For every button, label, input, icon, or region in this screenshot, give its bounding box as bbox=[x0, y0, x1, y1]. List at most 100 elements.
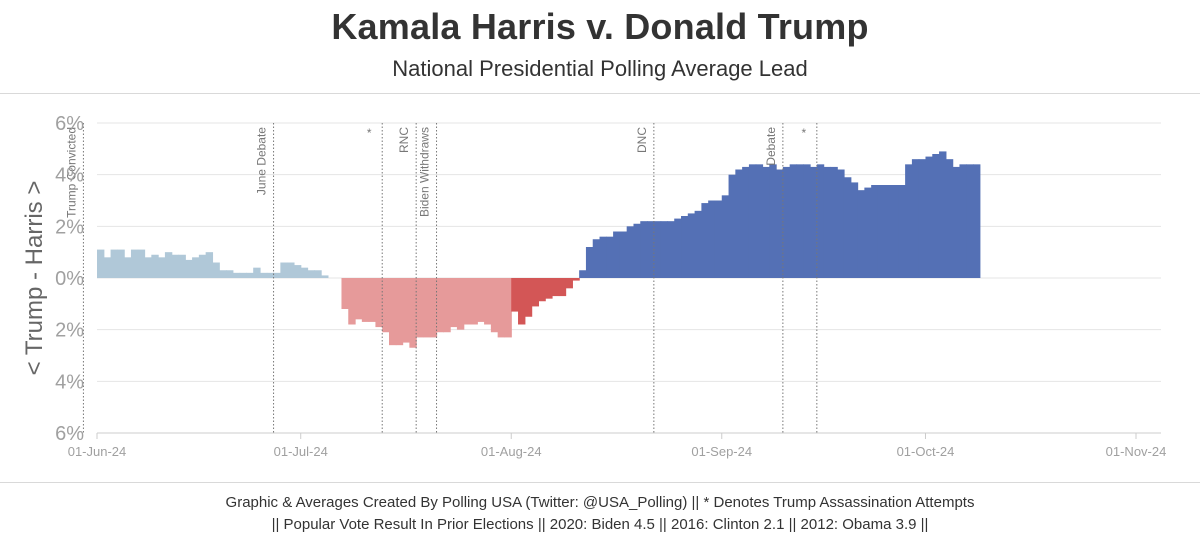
area-step bbox=[748, 164, 757, 278]
area-step bbox=[769, 164, 777, 278]
area-step bbox=[361, 278, 370, 322]
area-step bbox=[633, 223, 641, 278]
area-step bbox=[531, 278, 540, 307]
area-step bbox=[592, 239, 601, 278]
area-step bbox=[144, 257, 152, 278]
area-step bbox=[619, 231, 628, 278]
event-label: Biden Withdraws bbox=[418, 127, 432, 217]
area-step bbox=[484, 278, 492, 325]
y-tick-label: 2% bbox=[55, 216, 84, 238]
area-step bbox=[579, 270, 587, 278]
area-step bbox=[891, 185, 899, 278]
x-tick-label: 01-Jun-24 bbox=[68, 444, 127, 459]
area-layer bbox=[97, 151, 981, 348]
series-0 bbox=[97, 249, 329, 278]
area-step bbox=[538, 278, 546, 302]
area-step bbox=[97, 249, 105, 278]
area-step bbox=[368, 278, 377, 322]
event-label: * bbox=[367, 126, 372, 140]
area-step bbox=[599, 236, 607, 278]
area-step bbox=[585, 247, 594, 278]
area-step bbox=[226, 270, 234, 278]
event-label: Debate bbox=[764, 127, 778, 166]
area-step bbox=[497, 278, 506, 338]
area-step bbox=[721, 195, 730, 278]
header-divider bbox=[0, 93, 1200, 94]
area-step bbox=[389, 278, 397, 346]
x-tick-label: 01-Jul-24 bbox=[274, 444, 328, 459]
area-step bbox=[456, 278, 465, 330]
area-step bbox=[518, 278, 526, 325]
area-step bbox=[864, 187, 872, 278]
area-step bbox=[572, 278, 580, 281]
y-tick-label: 0% bbox=[55, 268, 84, 290]
area-step bbox=[171, 254, 180, 278]
area-step bbox=[640, 221, 648, 278]
area-step bbox=[837, 169, 845, 278]
footer-credit-line: Graphic & Averages Created By Polling US… bbox=[225, 494, 975, 511]
area-step bbox=[918, 159, 927, 278]
area-step bbox=[287, 262, 295, 278]
area-step bbox=[280, 262, 288, 278]
area-step bbox=[130, 249, 139, 278]
area-step bbox=[219, 270, 227, 278]
y-axis-title: < Trump - Harris > bbox=[21, 181, 48, 376]
area-step bbox=[409, 278, 417, 348]
area-step bbox=[429, 278, 438, 338]
area-step bbox=[355, 278, 363, 320]
area-step bbox=[205, 252, 214, 278]
area-step bbox=[762, 166, 770, 278]
area-step bbox=[565, 278, 573, 289]
area-step bbox=[796, 164, 804, 278]
area-step bbox=[524, 278, 533, 317]
area-step bbox=[477, 278, 485, 322]
area-step bbox=[789, 164, 798, 278]
area-step bbox=[192, 257, 200, 278]
area-step bbox=[463, 278, 472, 325]
chart-title: Kamala Harris v. Donald Trump bbox=[331, 6, 869, 47]
area-step bbox=[776, 169, 784, 278]
area-step bbox=[626, 226, 635, 278]
area-step bbox=[701, 203, 709, 278]
area-step bbox=[660, 221, 669, 278]
event-label: * bbox=[801, 126, 806, 140]
area-step bbox=[443, 278, 451, 333]
axis-layer: 6%4%2%0%2%4%6%01-Jun-24 01-Jul-24 01-Aug-2… bbox=[55, 113, 1166, 459]
area-step bbox=[341, 278, 349, 309]
area-step bbox=[911, 159, 920, 278]
area-step bbox=[178, 254, 186, 278]
area-step bbox=[558, 278, 567, 297]
area-step bbox=[382, 278, 390, 333]
event-label: RNC bbox=[397, 127, 411, 153]
area-step bbox=[198, 254, 207, 278]
y-tick-label: 2% bbox=[55, 320, 84, 342]
area-step bbox=[545, 278, 553, 299]
area-step bbox=[273, 272, 281, 278]
area-step bbox=[925, 156, 933, 278]
event-label: June Debate bbox=[255, 127, 269, 195]
area-step bbox=[973, 164, 981, 278]
area-step bbox=[714, 200, 723, 278]
y-tick-label: 4% bbox=[55, 371, 84, 393]
event-layer: Trump Convicted June Debate * RNC Biden With… bbox=[64, 123, 818, 433]
area-step bbox=[212, 262, 220, 278]
area-step bbox=[266, 272, 275, 278]
y-tick-label: 4% bbox=[55, 165, 84, 187]
area-step bbox=[450, 278, 458, 328]
area-step bbox=[803, 164, 811, 278]
area-step bbox=[647, 221, 655, 278]
area-step bbox=[694, 210, 702, 278]
area-step bbox=[164, 252, 173, 278]
area-step bbox=[151, 254, 159, 278]
area-step bbox=[742, 166, 750, 278]
area-step bbox=[681, 216, 689, 278]
area-step bbox=[959, 164, 967, 278]
area-step bbox=[782, 166, 791, 278]
area-step bbox=[667, 221, 675, 278]
area-step bbox=[137, 249, 146, 278]
y-tick-label: 6% bbox=[55, 113, 84, 135]
area-step bbox=[232, 272, 241, 278]
area-step bbox=[728, 174, 736, 278]
area-step bbox=[871, 185, 879, 278]
